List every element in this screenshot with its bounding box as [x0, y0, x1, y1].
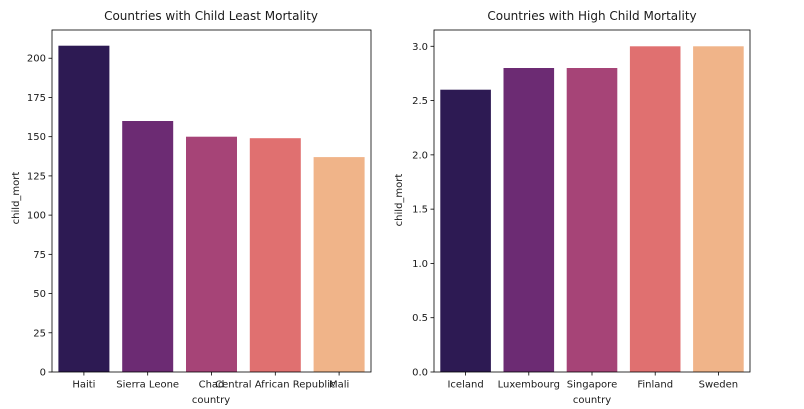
y-tick-label: 200: [27, 54, 46, 65]
bar-finland: [629, 46, 681, 373]
y-axis-label: child_mort: [394, 174, 405, 227]
y-tick-label: 100: [27, 211, 46, 222]
y-tick-label: 175: [27, 93, 46, 104]
x-axis-label: country: [192, 395, 230, 406]
x-tick-label: Chad: [199, 380, 225, 391]
x-tick-label: Sweden: [699, 380, 739, 391]
x-tick-label: Sierra Leone: [116, 380, 179, 391]
y-tick-label: 0.5: [412, 313, 428, 324]
x-tick-label: Iceland: [447, 380, 483, 391]
x-tick-label: Luxembourg: [498, 380, 560, 391]
chart-title: Countries with High Child Mortality: [487, 9, 696, 23]
x-tick-label: Central African Republic: [215, 380, 335, 391]
x-axis-label: country: [573, 395, 611, 406]
y-tick-label: 0.0: [412, 368, 428, 379]
y-tick-label: 150: [27, 132, 46, 143]
y-tick-label: 2.5: [412, 96, 428, 107]
y-tick-label: 0: [40, 368, 46, 379]
bar-sweden: [693, 46, 744, 373]
bar-central-african-republic: [249, 138, 301, 372]
bar-iceland: [440, 89, 491, 372]
y-axis-label: child_mort: [11, 172, 22, 225]
chart-title: Countries with Child Least Mortality: [104, 9, 318, 23]
y-tick-label: 75: [33, 250, 46, 261]
chart-least-mortality: Countries with Child Least Mortality chi…: [11, 9, 372, 406]
y-tick-label: 2.0: [412, 150, 428, 161]
y-tick-label: 50: [33, 289, 46, 300]
y-tick-label: 25: [33, 328, 46, 339]
x-tick-label: Haiti: [72, 380, 95, 391]
bar-sierra-leone: [122, 121, 174, 372]
y-tick-label: 3.0: [412, 42, 428, 53]
x-tick-label: Singapore: [567, 380, 617, 391]
x-tick-label: Finland: [637, 380, 673, 391]
y-tick-label: 125: [27, 171, 46, 182]
chart-high-mortality: Countries with High Child Mortality chil…: [394, 9, 751, 406]
bar-haiti: [58, 45, 110, 372]
bar-chad: [186, 136, 237, 372]
bar-singapore: [566, 68, 618, 372]
bar-luxembourg: [503, 68, 555, 372]
x-tick-label: Mali: [329, 380, 349, 391]
y-tick-label: 1.5: [412, 205, 428, 216]
y-tick-label: 1.0: [412, 259, 428, 270]
bar-mali: [313, 157, 365, 372]
